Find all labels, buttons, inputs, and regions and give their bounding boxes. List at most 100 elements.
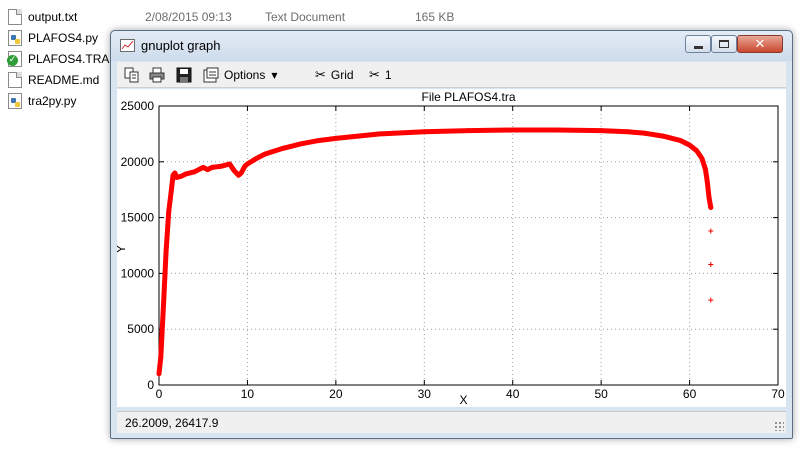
data-point <box>236 172 242 178</box>
data-point <box>218 163 224 169</box>
data-point <box>231 168 237 174</box>
text-file-icon <box>8 9 22 25</box>
y-tick-label: 10000 <box>121 266 155 280</box>
file-size: 165 KB <box>415 10 455 24</box>
data-point <box>704 179 710 185</box>
data-point <box>238 170 244 176</box>
options-label: Options <box>224 68 266 82</box>
window-title: gnuplot graph <box>141 38 221 53</box>
file-row[interactable]: tra2py.py <box>8 91 788 111</box>
data-point <box>156 371 162 377</box>
file-row[interactable]: README.md <box>8 70 788 90</box>
grid-toggle-button[interactable]: ✂ Grid <box>315 66 354 84</box>
text-file-icon <box>8 72 22 88</box>
x-tick-label: 20 <box>329 387 343 401</box>
y-tick-label: 0 <box>147 378 154 392</box>
data-point <box>227 161 233 167</box>
data-point <box>280 145 286 151</box>
data-point <box>510 127 516 133</box>
chart-title: File PLAFOS4.tra <box>421 90 515 104</box>
close-button[interactable]: ✕ <box>737 35 783 53</box>
minimize-icon <box>693 45 703 49</box>
grid-label: Grid <box>330 68 354 82</box>
data-point <box>694 148 700 154</box>
x-tick-label: 50 <box>594 387 608 401</box>
scissors-icon: ✂ <box>315 67 326 83</box>
data-point <box>708 297 714 303</box>
python-file-icon <box>8 93 22 109</box>
maximize-button[interactable] <box>711 35 737 53</box>
plot-svg[interactable]: 0 10 20 30 40 50 60 70 0 5000 10000 15000 20000 25000… <box>117 89 786 407</box>
scissors-icon: ✂ <box>369 67 380 83</box>
print-button[interactable] <box>149 66 165 84</box>
data-point <box>678 138 684 144</box>
data-point <box>172 170 178 176</box>
copy-icon <box>124 67 139 83</box>
python-file-icon <box>8 30 22 46</box>
data-point <box>660 133 666 139</box>
data-point <box>699 155 705 161</box>
data-point <box>158 354 164 360</box>
data-point <box>333 135 339 141</box>
file-row[interactable]: PLAFOS4.py <box>8 28 788 48</box>
data-point <box>200 164 206 170</box>
data-point <box>642 130 648 136</box>
window-titlebar[interactable]: gnuplot graph ✕ <box>111 31 792 61</box>
tra-file-icon <box>7 51 22 67</box>
file-name: output.txt <box>28 10 78 24</box>
file-type: Text Document <box>265 10 346 24</box>
gnuplot-window[interactable]: gnuplot graph ✕ <box>110 30 793 439</box>
data-point <box>183 171 189 177</box>
printer-icon <box>149 67 165 83</box>
x-axis-label: X <box>459 393 467 407</box>
x-tick-label: 70 <box>771 387 785 401</box>
plot-1-toggle-button[interactable]: ✂ 1 <box>369 66 392 84</box>
data-point <box>244 161 250 167</box>
close-icon: ✕ <box>754 36 766 52</box>
x-tick-label: 10 <box>241 387 255 401</box>
resize-grip-icon[interactable] <box>774 421 784 431</box>
x-tick-label: 30 <box>418 387 432 401</box>
data-point <box>377 131 383 137</box>
y-axis-label: Y <box>117 245 128 253</box>
maximize-icon <box>719 40 729 48</box>
copy-button[interactable] <box>124 66 140 84</box>
options-dropdown[interactable]: Options ▼ <box>203 66 278 84</box>
data-point <box>598 128 604 134</box>
data-point <box>242 163 248 169</box>
minimize-button[interactable] <box>685 35 711 53</box>
data-point <box>466 128 471 134</box>
options-icon <box>203 67 219 83</box>
data-point <box>191 169 197 175</box>
plot-canvas[interactable]: 0 10 20 30 40 50 60 70 0 5000 10000 15000 20000 25000… <box>117 89 786 407</box>
floppy-disk-icon <box>176 67 192 83</box>
x-tick-label: 0 <box>156 387 163 401</box>
data-point <box>554 127 560 133</box>
data-series-curve <box>156 127 714 377</box>
file-name: PLAFOS4.py <box>28 31 99 45</box>
data-point <box>706 195 712 201</box>
file-row[interactable]: output.txt 2/08/2015 09:13 Text Document 16… <box>8 7 788 27</box>
data-point <box>253 155 259 161</box>
data-point <box>163 248 169 254</box>
y-tick-label: 15000 <box>121 211 155 225</box>
file-row[interactable]: PLAFOS4.TRA <box>7 49 788 69</box>
cursor-coordinates: 26.2009, 26417.9 <box>125 416 219 430</box>
data-point <box>708 261 714 267</box>
data-point <box>262 151 268 157</box>
data-point <box>166 209 172 215</box>
data-point <box>209 164 215 170</box>
data-point <box>315 138 321 144</box>
data-point <box>297 141 303 147</box>
data-point <box>708 228 714 234</box>
data-point <box>625 129 631 135</box>
data-point <box>708 205 714 211</box>
file-date: 2/08/2015 09:13 <box>145 10 232 24</box>
file-name: tra2py.py <box>28 94 77 108</box>
data-point <box>178 173 184 179</box>
save-button[interactable] <box>176 66 192 84</box>
x-tick-label: 40 <box>506 387 520 401</box>
y-tick-label: 25000 <box>121 99 155 113</box>
gnuplot-app-icon <box>120 39 135 52</box>
